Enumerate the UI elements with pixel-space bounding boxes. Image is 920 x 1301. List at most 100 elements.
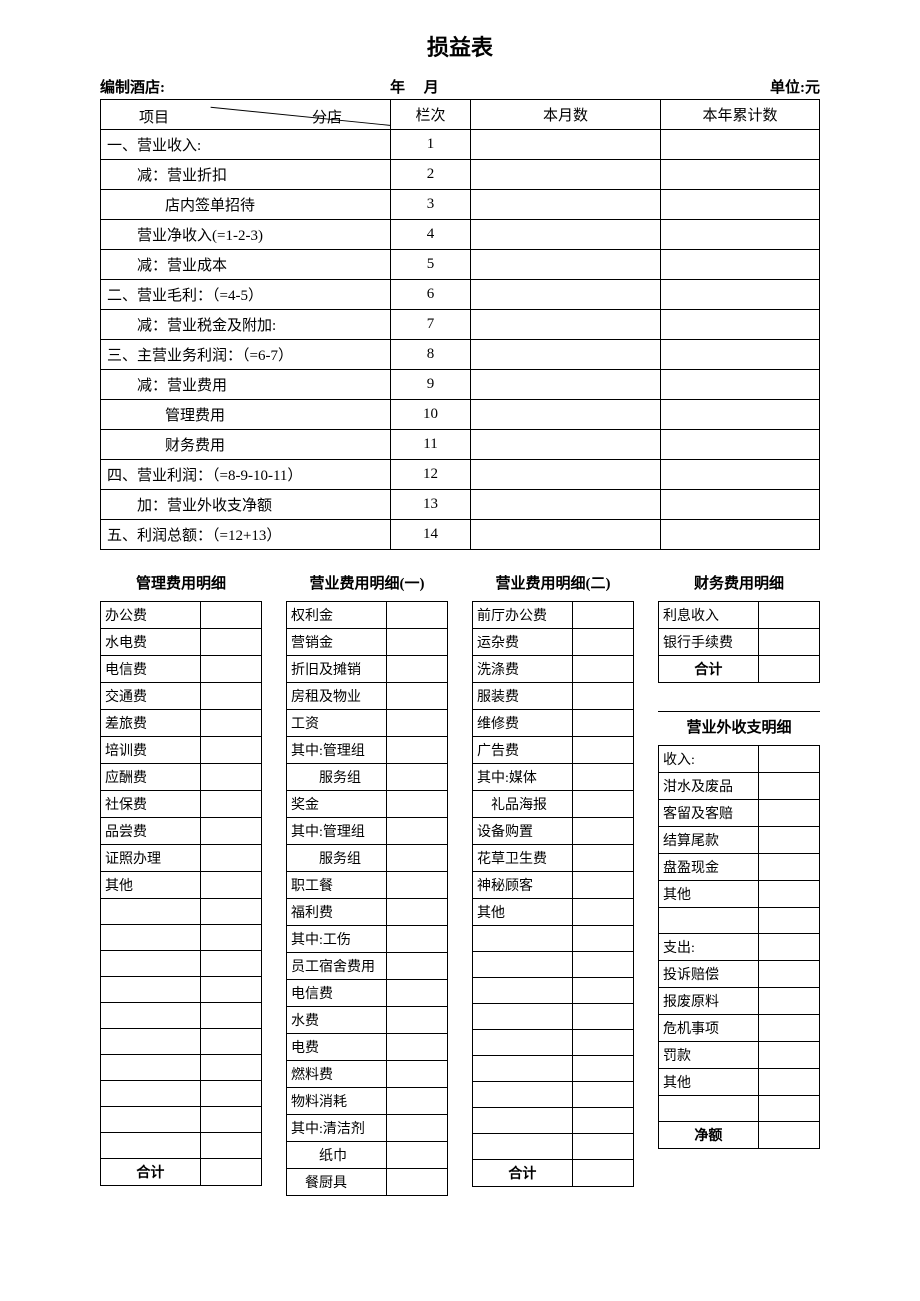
sub-label: 物料消耗 — [287, 1088, 387, 1115]
sub1-col: 管理费用明细 办公费水电费电信费交通费差旅费培训费应酬费社保费品尝费证照办理其他… — [100, 572, 262, 1186]
sub-val — [758, 1042, 819, 1069]
cell-month — [471, 370, 661, 400]
row-num: 4 — [391, 220, 471, 250]
sub-label: 设备购置 — [473, 818, 573, 845]
main-table: 项目 分店 栏次 本月数 本年累计数 一、营业收入:1减：营业折扣2店内签单招待… — [100, 99, 820, 550]
sub3-table: 前厅办公费运杂费洗涤费服装费维修费广告费其中:媒体 礼品海报设备购置花草卫生费神… — [472, 601, 634, 1187]
sub-val — [572, 872, 633, 899]
sub-val — [572, 710, 633, 737]
row-num: 3 — [391, 190, 471, 220]
sub-val — [386, 1007, 447, 1034]
row-label: 四、营业利润：（=8-9-10-11） — [101, 460, 391, 490]
sub-label: 礼品海报 — [473, 791, 573, 818]
cell-year — [661, 370, 820, 400]
sub-val — [386, 1142, 447, 1169]
sub-label — [473, 952, 573, 978]
header-project: 项目 分店 — [101, 100, 391, 130]
sub-val — [572, 818, 633, 845]
label-project: 项目 — [139, 106, 169, 127]
sub-val — [200, 629, 261, 656]
sub-label — [101, 925, 201, 951]
sub-label: 罚款 — [659, 1042, 759, 1069]
cell-month — [471, 310, 661, 340]
sub-label: 其中:管理组 — [287, 737, 387, 764]
row-num: 2 — [391, 160, 471, 190]
sub-label: 奖金 — [287, 791, 387, 818]
row-num: 1 — [391, 130, 471, 160]
sub-label: 投诉赔偿 — [659, 961, 759, 988]
sub-val — [386, 602, 447, 629]
row-num: 11 — [391, 430, 471, 460]
sub-label: 洗涤费 — [473, 656, 573, 683]
row-label: 减：营业税金及附加: — [101, 310, 391, 340]
sub-label: 品尝费 — [101, 818, 201, 845]
sub-label — [473, 1030, 573, 1056]
sub1-title: 管理费用明细 — [100, 572, 262, 593]
sub-label: 电信费 — [101, 656, 201, 683]
sub-val — [200, 899, 261, 925]
sub-val — [200, 710, 261, 737]
sub-val — [200, 791, 261, 818]
sub-val — [200, 1055, 261, 1081]
sub-total-label: 餐厨具 — [287, 1169, 387, 1196]
sub-label: 电信费 — [287, 980, 387, 1007]
sub-val — [200, 872, 261, 899]
sub-val — [572, 629, 633, 656]
row-label: 二、营业毛利：（=4-5） — [101, 280, 391, 310]
row-label: 一、营业收入: — [101, 130, 391, 160]
cell-year — [661, 430, 820, 460]
sub3-title: 营业费用明细(二) — [472, 572, 634, 593]
sub-val — [386, 1115, 447, 1142]
cell-year — [661, 160, 820, 190]
sub-val — [572, 656, 633, 683]
cell-month — [471, 490, 661, 520]
sub-val — [200, 977, 261, 1003]
sub-label: 其中:清洁剂 — [287, 1115, 387, 1142]
sub-label: 差旅费 — [101, 710, 201, 737]
page-title: 损益表 — [100, 30, 820, 62]
row-label: 管理费用 — [101, 400, 391, 430]
sub-total-val — [200, 1159, 261, 1186]
sub-label: 电费 — [287, 1034, 387, 1061]
sub-val — [572, 1030, 633, 1056]
row-num: 13 — [391, 490, 471, 520]
row-label: 五、利润总额：（=12+13） — [101, 520, 391, 550]
sub-label — [473, 926, 573, 952]
sub-label: 培训费 — [101, 737, 201, 764]
cell-year — [661, 520, 820, 550]
cell-month — [471, 190, 661, 220]
row-label: 减：营业成本 — [101, 250, 391, 280]
row-num: 7 — [391, 310, 471, 340]
sub-val — [200, 602, 261, 629]
row-num: 8 — [391, 340, 471, 370]
sub-val — [386, 953, 447, 980]
sub-label — [473, 1134, 573, 1160]
sub-label: 其中:工伤 — [287, 926, 387, 953]
header-col2: 栏次 — [391, 100, 471, 130]
meta-month: 月 — [424, 80, 439, 96]
sub-val — [758, 988, 819, 1015]
sub-label: 水费 — [287, 1007, 387, 1034]
meta-row: 编制酒店: 年 月 单位:元 — [100, 76, 820, 97]
sub-label: 服务组 — [287, 764, 387, 791]
details-area: 管理费用明细 办公费水电费电信费交通费差旅费培训费应酬费社保费品尝费证照办理其他… — [100, 572, 820, 1196]
sub-label: 神秘顾客 — [473, 872, 573, 899]
sub-val — [572, 737, 633, 764]
label-branch: 分店 — [312, 106, 342, 127]
sub4b-table: 收入:泔水及废品客留及客赔结算尾款盘盈现金其他支出:投诉赔偿报废原料危机事项罚款… — [658, 745, 820, 1149]
cell-year — [661, 490, 820, 520]
header-col4: 本年累计数 — [661, 100, 820, 130]
sub-val — [758, 1069, 819, 1096]
sub-label: 福利费 — [287, 899, 387, 926]
sub-label — [101, 951, 201, 977]
sub-label: 证照办理 — [101, 845, 201, 872]
sub-label: 权利金 — [287, 602, 387, 629]
sub-val — [386, 899, 447, 926]
sub-val — [572, 845, 633, 872]
sub-val — [386, 656, 447, 683]
sub-label: 泔水及废品 — [659, 773, 759, 800]
sub-val — [758, 1015, 819, 1042]
sub-val — [758, 1096, 819, 1122]
sub-label: 其中:管理组 — [287, 818, 387, 845]
sub-val — [386, 764, 447, 791]
